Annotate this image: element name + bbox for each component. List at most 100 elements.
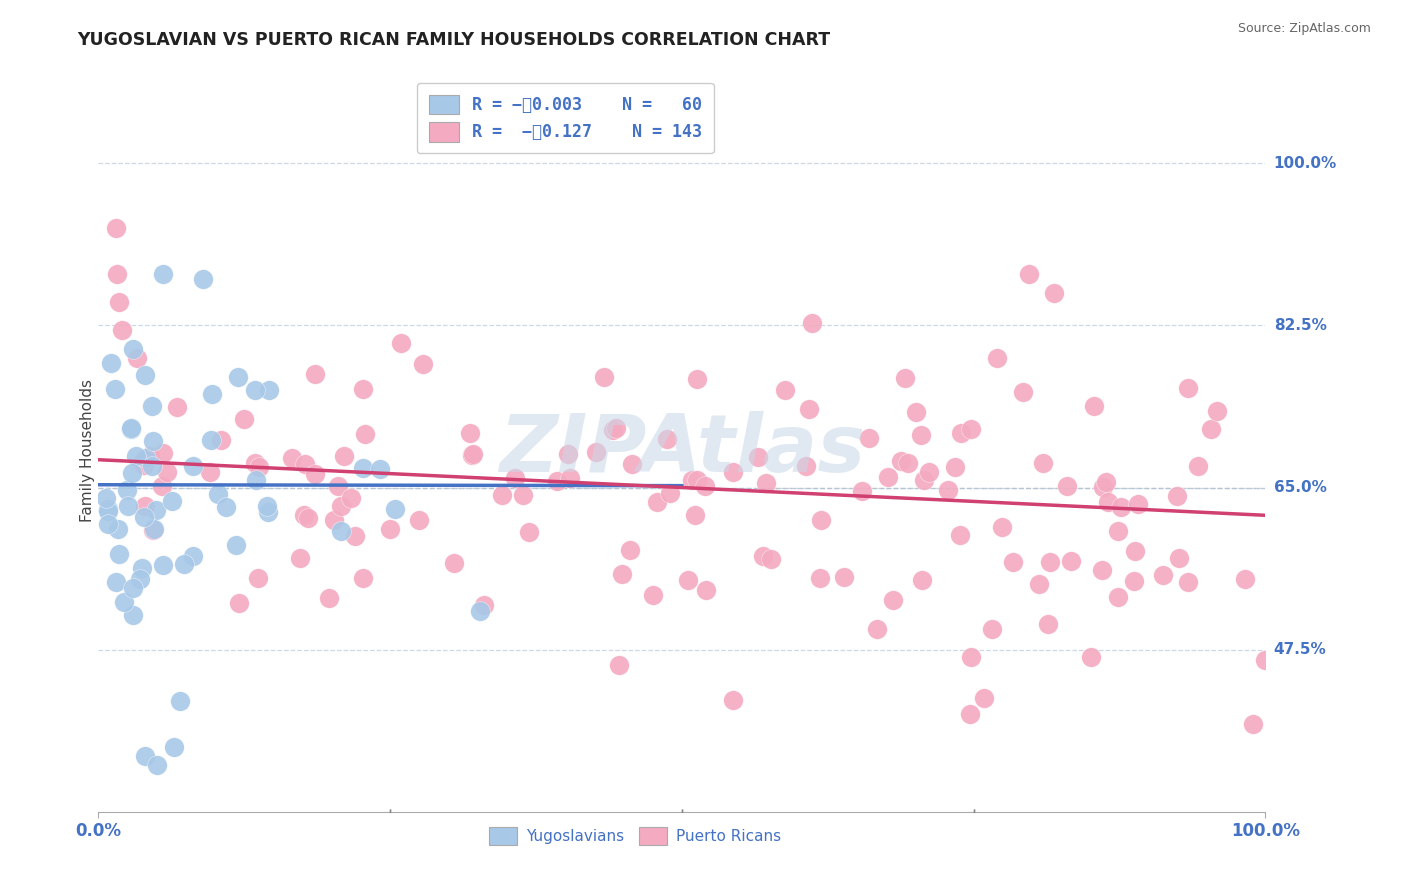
Point [1126,497,1149,511]
Point [105,268,128,282]
Point [612,566,634,581]
Point [94,491,117,505]
Point [959,706,981,721]
Point [645,495,668,509]
Text: 100.0%: 100.0% [1274,156,1337,170]
Point [461,448,484,462]
Point [1187,459,1209,474]
Point [1233,573,1256,587]
Point [297,510,319,524]
Point [1091,564,1114,578]
Point [134,749,156,764]
Point [173,557,195,571]
Point [950,426,973,441]
Point [132,509,155,524]
Point [773,383,796,397]
Point [585,445,607,459]
Point [131,561,153,575]
Point [1123,543,1146,558]
Point [747,450,769,465]
Point [105,221,128,235]
Point [1018,268,1040,282]
Point [980,623,1002,637]
Point [384,502,406,516]
Point [117,499,139,513]
Point [1039,555,1062,569]
Point [866,622,889,636]
Point [288,550,311,565]
Point [125,351,148,365]
Point [143,522,166,536]
Point [1107,524,1129,538]
Point [389,335,412,350]
Point [97,517,120,532]
Point [322,513,344,527]
Point [491,488,513,502]
Point [105,575,128,590]
Point [120,421,142,435]
Point [232,411,254,425]
Point [318,591,340,605]
Point [112,595,135,609]
Point [247,460,270,475]
Point [152,558,174,572]
Point [685,508,707,522]
Point [247,571,270,585]
Point [686,473,709,487]
Point [605,421,627,435]
Point [1095,475,1118,489]
Point [910,428,932,442]
Point [330,500,353,514]
Text: 82.5%: 82.5% [1274,318,1327,333]
Point [918,465,941,479]
Point [150,479,173,493]
Point [145,503,167,517]
Point [912,473,935,487]
Point [1152,567,1174,582]
Point [134,368,156,382]
Point [100,355,122,369]
Point [142,434,165,448]
Point [986,351,1008,366]
Point [1201,422,1223,436]
Point [512,488,534,502]
Point [890,454,912,468]
Point [166,400,188,414]
Point [294,457,316,471]
Point [198,465,221,479]
Point [695,582,717,597]
Point [107,522,129,536]
Point [655,432,678,446]
Point [160,494,183,508]
Legend: Yugoslavians, Puerto Ricans: Yugoslavians, Puerto Ricans [484,822,787,851]
Point [1002,555,1025,569]
Point [117,483,139,497]
Point [120,422,142,436]
Point [1060,554,1083,568]
Point [619,543,641,558]
Point [658,486,681,500]
Text: 65.0%: 65.0% [1274,480,1327,495]
Point [1253,653,1275,667]
Point [470,604,492,618]
Point [1032,456,1054,470]
Point [1167,550,1189,565]
Point [1177,574,1199,589]
Point [292,508,315,522]
Text: 47.5%: 47.5% [1274,642,1326,657]
Point [121,607,143,622]
Point [111,323,134,337]
Point [1097,495,1119,509]
Point [225,538,247,552]
Point [721,465,744,479]
Point [281,451,304,466]
Point [609,657,631,672]
Point [207,487,229,501]
Text: Source: ZipAtlas.com: Source: ZipAtlas.com [1237,22,1371,36]
Point [800,317,823,331]
Point [1083,399,1105,413]
Point [882,592,904,607]
Point [911,573,934,587]
Point [894,371,917,385]
Point [973,691,995,706]
